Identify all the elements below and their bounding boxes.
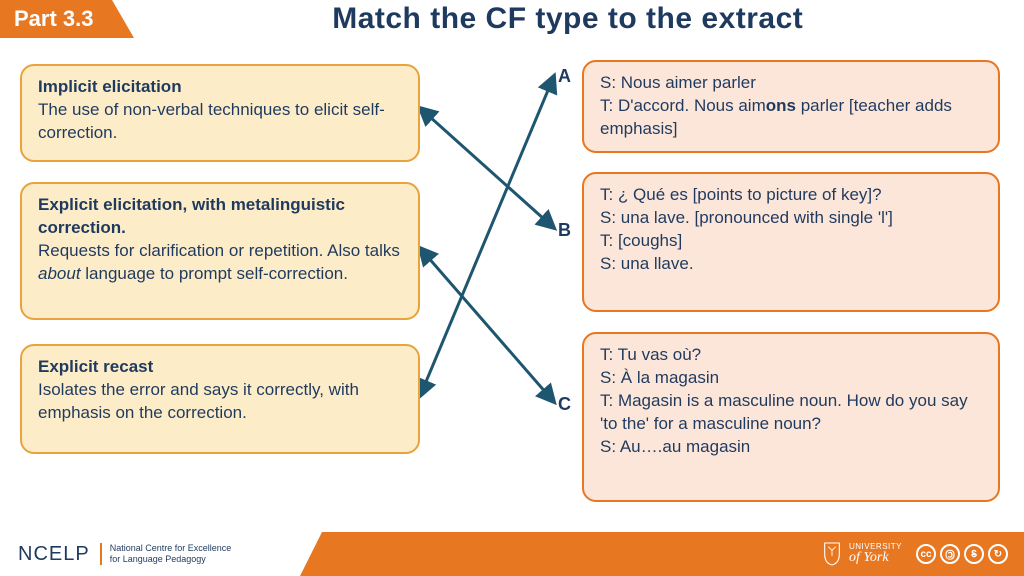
extract-label: C <box>558 394 571 415</box>
extract-body: T: Tu vas où?S: À la magasinT: Magasin i… <box>600 345 968 456</box>
footer-logo-area: NCELP National Centre for Excellence for… <box>0 532 300 576</box>
ncelp-subtitle: National Centre for Excellence for Langu… <box>100 543 232 565</box>
card-body: Requests for clarification or repetition… <box>38 241 400 283</box>
page-title: Match the CF type to the extract <box>112 0 1024 36</box>
card-body: Isolates the error and says it correctly… <box>38 380 359 422</box>
cc-icons: cc 🄯 $ ↻ <box>916 544 1008 564</box>
content-area: Implicit elicitation The use of non-verba… <box>0 44 1024 532</box>
card-title: Explicit recast <box>38 357 153 376</box>
card-title: Implicit elicitation <box>38 77 182 96</box>
extract-body: S: Nous aimer parlerT: D'accord. Nous ai… <box>600 73 952 138</box>
extract-label: B <box>558 220 571 241</box>
nc-icon: $ <box>964 544 984 564</box>
york-name: of York <box>849 551 902 565</box>
crest-icon <box>821 541 843 567</box>
definition-card: Explicit recast Isolates the error and sa… <box>20 344 420 454</box>
card-title: Explicit elicitation, with metalinguisti… <box>38 195 345 237</box>
footer: UNIVERSITY of York cc 🄯 $ ↻ NCELP Nation… <box>0 532 1024 576</box>
header: Part 3.3 Match the CF type to the extrac… <box>0 0 1024 44</box>
part-tab: Part 3.3 <box>0 0 112 38</box>
definition-card: Explicit elicitation, with metalinguisti… <box>20 182 420 320</box>
extract-card: T: Tu vas où?S: À la magasinT: Magasin i… <box>582 332 1000 502</box>
cc-icon: cc <box>916 544 936 564</box>
by-icon: 🄯 <box>940 544 960 564</box>
extract-body: T: ¿ Qué es [points to picture of key]?S… <box>600 185 893 273</box>
extract-card: S: Nous aimer parlerT: D'accord. Nous ai… <box>582 60 1000 153</box>
part-label: Part 3.3 <box>14 6 94 32</box>
york-logo: UNIVERSITY of York <box>821 541 902 567</box>
extract-card: T: ¿ Qué es [points to picture of key]?S… <box>582 172 1000 312</box>
extract-label: A <box>558 66 571 87</box>
sa-icon: ↻ <box>988 544 1008 564</box>
ncelp-logo: NCELP <box>18 543 90 566</box>
card-body: The use of non-verbal techniques to elic… <box>38 100 385 142</box>
definition-card: Implicit elicitation The use of non-verba… <box>20 64 420 162</box>
